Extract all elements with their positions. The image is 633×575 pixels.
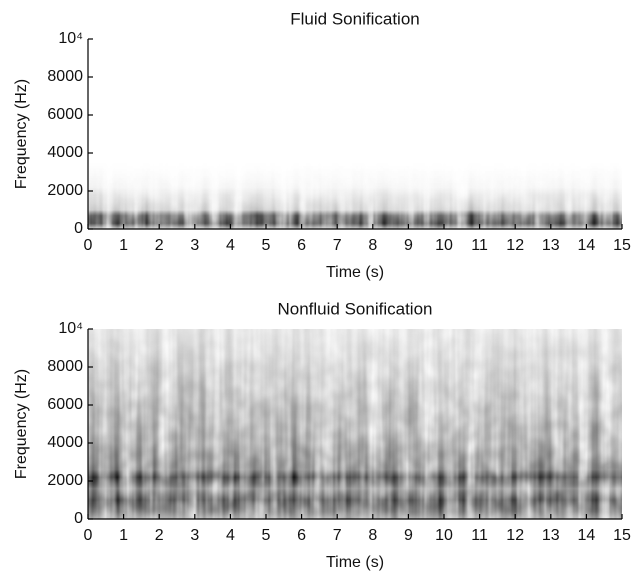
plot: Nonfluid Sonification Time (s) Frequency (… — [13, 299, 631, 571]
x-tick-label: 0 — [84, 237, 93, 254]
y-tick-label: 10⁴ — [58, 30, 83, 47]
chart-title: Nonfluid Sonification — [278, 299, 433, 318]
x-tick-label: 13 — [542, 237, 560, 254]
x-tick-label: 15 — [613, 527, 631, 544]
y-axis-label: Frequency (Hz) — [13, 79, 30, 189]
x-axis-label: Time (s) — [326, 264, 384, 281]
x-tick-label: 11 — [471, 237, 488, 254]
y-tick-label: 10⁴ — [58, 320, 83, 337]
x-tick-label: 1 — [119, 527, 128, 544]
y-axis-label: Frequency (Hz) — [13, 369, 30, 479]
y-tick-label: 6000 — [47, 396, 83, 413]
x-tick-label: 4 — [226, 237, 235, 254]
y-tick-label: 0 — [74, 220, 83, 237]
y-tick-label: 2000 — [47, 182, 83, 199]
x-tick-label: 3 — [190, 237, 199, 254]
x-axis-label: Time (s) — [326, 554, 384, 571]
x-tick-label: 4 — [226, 527, 235, 544]
y-tick-label: 4000 — [47, 144, 83, 161]
x-tick-label: 6 — [297, 527, 306, 544]
x-tick-label: 14 — [578, 527, 596, 544]
x-tick-label: 0 — [84, 527, 93, 544]
x-tick-label: 8 — [368, 527, 377, 544]
spectrogram-texture — [88, 39, 622, 229]
y-tick-label: 8000 — [47, 68, 83, 85]
x-tick-label: 3 — [190, 527, 199, 544]
x-tick-label: 7 — [333, 237, 342, 254]
x-tick-label: 9 — [404, 237, 413, 254]
x-tick-label: 5 — [262, 237, 271, 254]
x-tick-label: 13 — [542, 527, 560, 544]
x-tick-label: 8 — [368, 237, 377, 254]
chart-title: Fluid Sonification — [290, 9, 419, 28]
x-tick-label: 2 — [155, 237, 164, 254]
x-tick-label: 14 — [578, 237, 596, 254]
spectrogram-texture — [88, 329, 622, 519]
x-tick-label: 15 — [613, 237, 631, 254]
x-tick-label: 2 — [155, 527, 164, 544]
x-tick-label: 10 — [435, 527, 453, 544]
plot: Fluid Sonification Time (s) Frequency (Hz)… — [13, 9, 631, 281]
x-tick-label: 12 — [506, 237, 524, 254]
y-tick-label: 2000 — [47, 472, 83, 489]
y-tick-label: 0 — [74, 510, 83, 527]
y-tick-label: 6000 — [47, 106, 83, 123]
x-tick-label: 10 — [435, 237, 453, 254]
x-tick-label: 7 — [333, 527, 342, 544]
x-tick-label: 1 — [119, 237, 128, 254]
x-tick-label: 6 — [297, 237, 306, 254]
x-tick-label: 9 — [404, 527, 413, 544]
y-tick-label: 4000 — [47, 434, 83, 451]
x-tick-label: 12 — [506, 527, 524, 544]
y-tick-label: 8000 — [47, 358, 83, 375]
x-tick-label: 11 — [471, 527, 488, 544]
x-tick-label: 5 — [262, 527, 271, 544]
